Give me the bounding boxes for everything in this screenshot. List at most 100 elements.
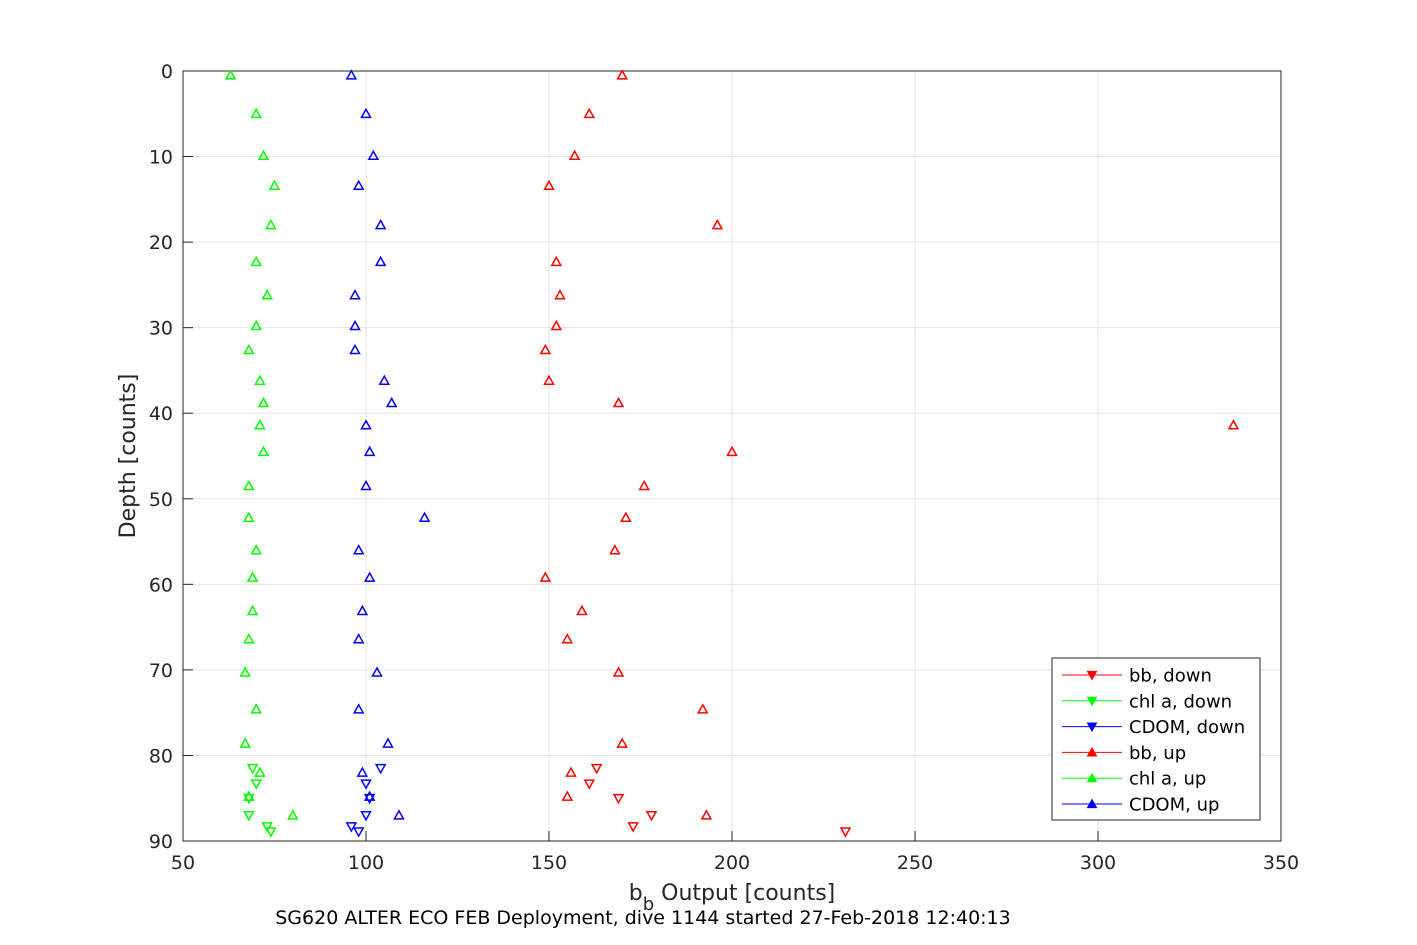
data-point	[539, 571, 552, 582]
data-point	[726, 445, 738, 457]
data-point	[609, 544, 621, 555]
legend-item: bb, down	[1062, 666, 1212, 687]
data-point	[374, 255, 387, 267]
data-point	[539, 343, 552, 355]
data-point	[243, 479, 255, 491]
data-point	[349, 289, 361, 300]
data-point	[250, 319, 262, 331]
chart-caption: SG620 ALTER ECO FEB Deployment, dive 114…	[275, 907, 1010, 929]
x-tick-label: 100	[348, 852, 384, 874]
data-point	[627, 822, 639, 833]
data-point	[363, 793, 376, 805]
legend-item: bb, up	[1062, 743, 1186, 764]
data-point	[360, 419, 372, 430]
y-tick-label: 70	[149, 660, 173, 682]
data-point	[385, 396, 398, 408]
series-cdom-up	[345, 69, 431, 820]
x-tick-label: 250	[897, 852, 933, 874]
legend-label: bb, down	[1129, 666, 1212, 687]
data-point	[257, 149, 270, 161]
data-point	[349, 343, 361, 355]
data-point	[700, 809, 713, 820]
data-point	[265, 218, 277, 230]
data-point	[224, 69, 237, 80]
y-axis-label: Depth [counts]	[116, 374, 141, 539]
data-point	[696, 703, 709, 714]
data-point	[612, 396, 625, 408]
data-point	[360, 107, 372, 119]
legend-marker	[1086, 722, 1098, 733]
data-point	[246, 571, 259, 582]
y-tick-label: 90	[149, 831, 173, 853]
x-tick-label: 300	[1080, 852, 1116, 874]
data-point	[543, 374, 555, 386]
data-point	[543, 179, 555, 190]
data-point	[243, 511, 255, 522]
legend: bb, down chl a, down CDOM, down bb, up chl a…	[1051, 657, 1261, 821]
data-point	[352, 633, 365, 644]
data-point	[250, 779, 262, 790]
data-point	[246, 763, 259, 775]
data-point	[250, 107, 262, 119]
data-point	[638, 479, 650, 491]
data-point	[382, 737, 394, 748]
data-point	[374, 763, 387, 775]
y-tick-label: 30	[149, 318, 173, 340]
x-axis-label-subscript: b	[643, 894, 654, 915]
legend-marker	[1086, 746, 1098, 757]
legend-marker	[1086, 798, 1098, 809]
data-point	[287, 809, 299, 820]
data-point	[583, 107, 596, 119]
y-tick-label: 50	[149, 489, 173, 511]
y-tick-label: 60	[149, 574, 173, 596]
data-point	[360, 810, 372, 822]
data-point	[352, 179, 365, 190]
data-point	[363, 790, 376, 801]
data-point	[645, 810, 658, 822]
y-tick-label: 20	[149, 232, 173, 254]
legend-label: CDOM, up	[1129, 795, 1219, 816]
x-axis: 50 100 150 200 250 300 350	[171, 831, 1299, 874]
data-point	[356, 766, 369, 777]
data-point	[257, 445, 270, 457]
data-point	[550, 255, 563, 267]
legend-marker	[1086, 670, 1098, 681]
legend-label: chl a, down	[1129, 691, 1232, 712]
legend-label: bb, up	[1129, 743, 1186, 764]
data-point	[550, 319, 563, 331]
data-point	[561, 633, 574, 644]
x-axis-label: bb Output [counts]	[629, 881, 836, 915]
legend-item: chl a, down	[1062, 691, 1232, 712]
legend-item: CDOM, down	[1062, 717, 1245, 738]
data-point	[345, 822, 358, 833]
data-point	[243, 793, 255, 805]
data-point	[363, 571, 376, 582]
data-point	[418, 511, 431, 522]
data-point	[616, 69, 628, 80]
data-point	[239, 666, 251, 677]
data-point	[554, 289, 566, 300]
data-point	[590, 763, 603, 775]
data-point	[360, 779, 372, 790]
series-chl-a-down	[243, 763, 277, 838]
legend-marker	[1086, 696, 1098, 707]
series-chl-a-up	[224, 69, 299, 820]
series-cdom-down	[345, 763, 387, 838]
data-point	[261, 822, 273, 833]
data-markers	[224, 69, 1240, 838]
data-point	[352, 544, 365, 555]
data-point	[243, 790, 255, 801]
legend-item: CDOM, up	[1062, 795, 1219, 816]
x-tick-label: 200	[714, 852, 750, 874]
data-point	[360, 479, 372, 491]
data-point	[620, 511, 632, 522]
data-point	[612, 666, 625, 677]
x-tick-label: 150	[531, 852, 567, 874]
data-point	[1227, 419, 1240, 430]
x-axis-label-main: b	[629, 881, 643, 906]
data-point	[565, 766, 577, 777]
data-point	[265, 827, 277, 838]
data-point	[371, 666, 383, 677]
data-point	[839, 827, 852, 838]
